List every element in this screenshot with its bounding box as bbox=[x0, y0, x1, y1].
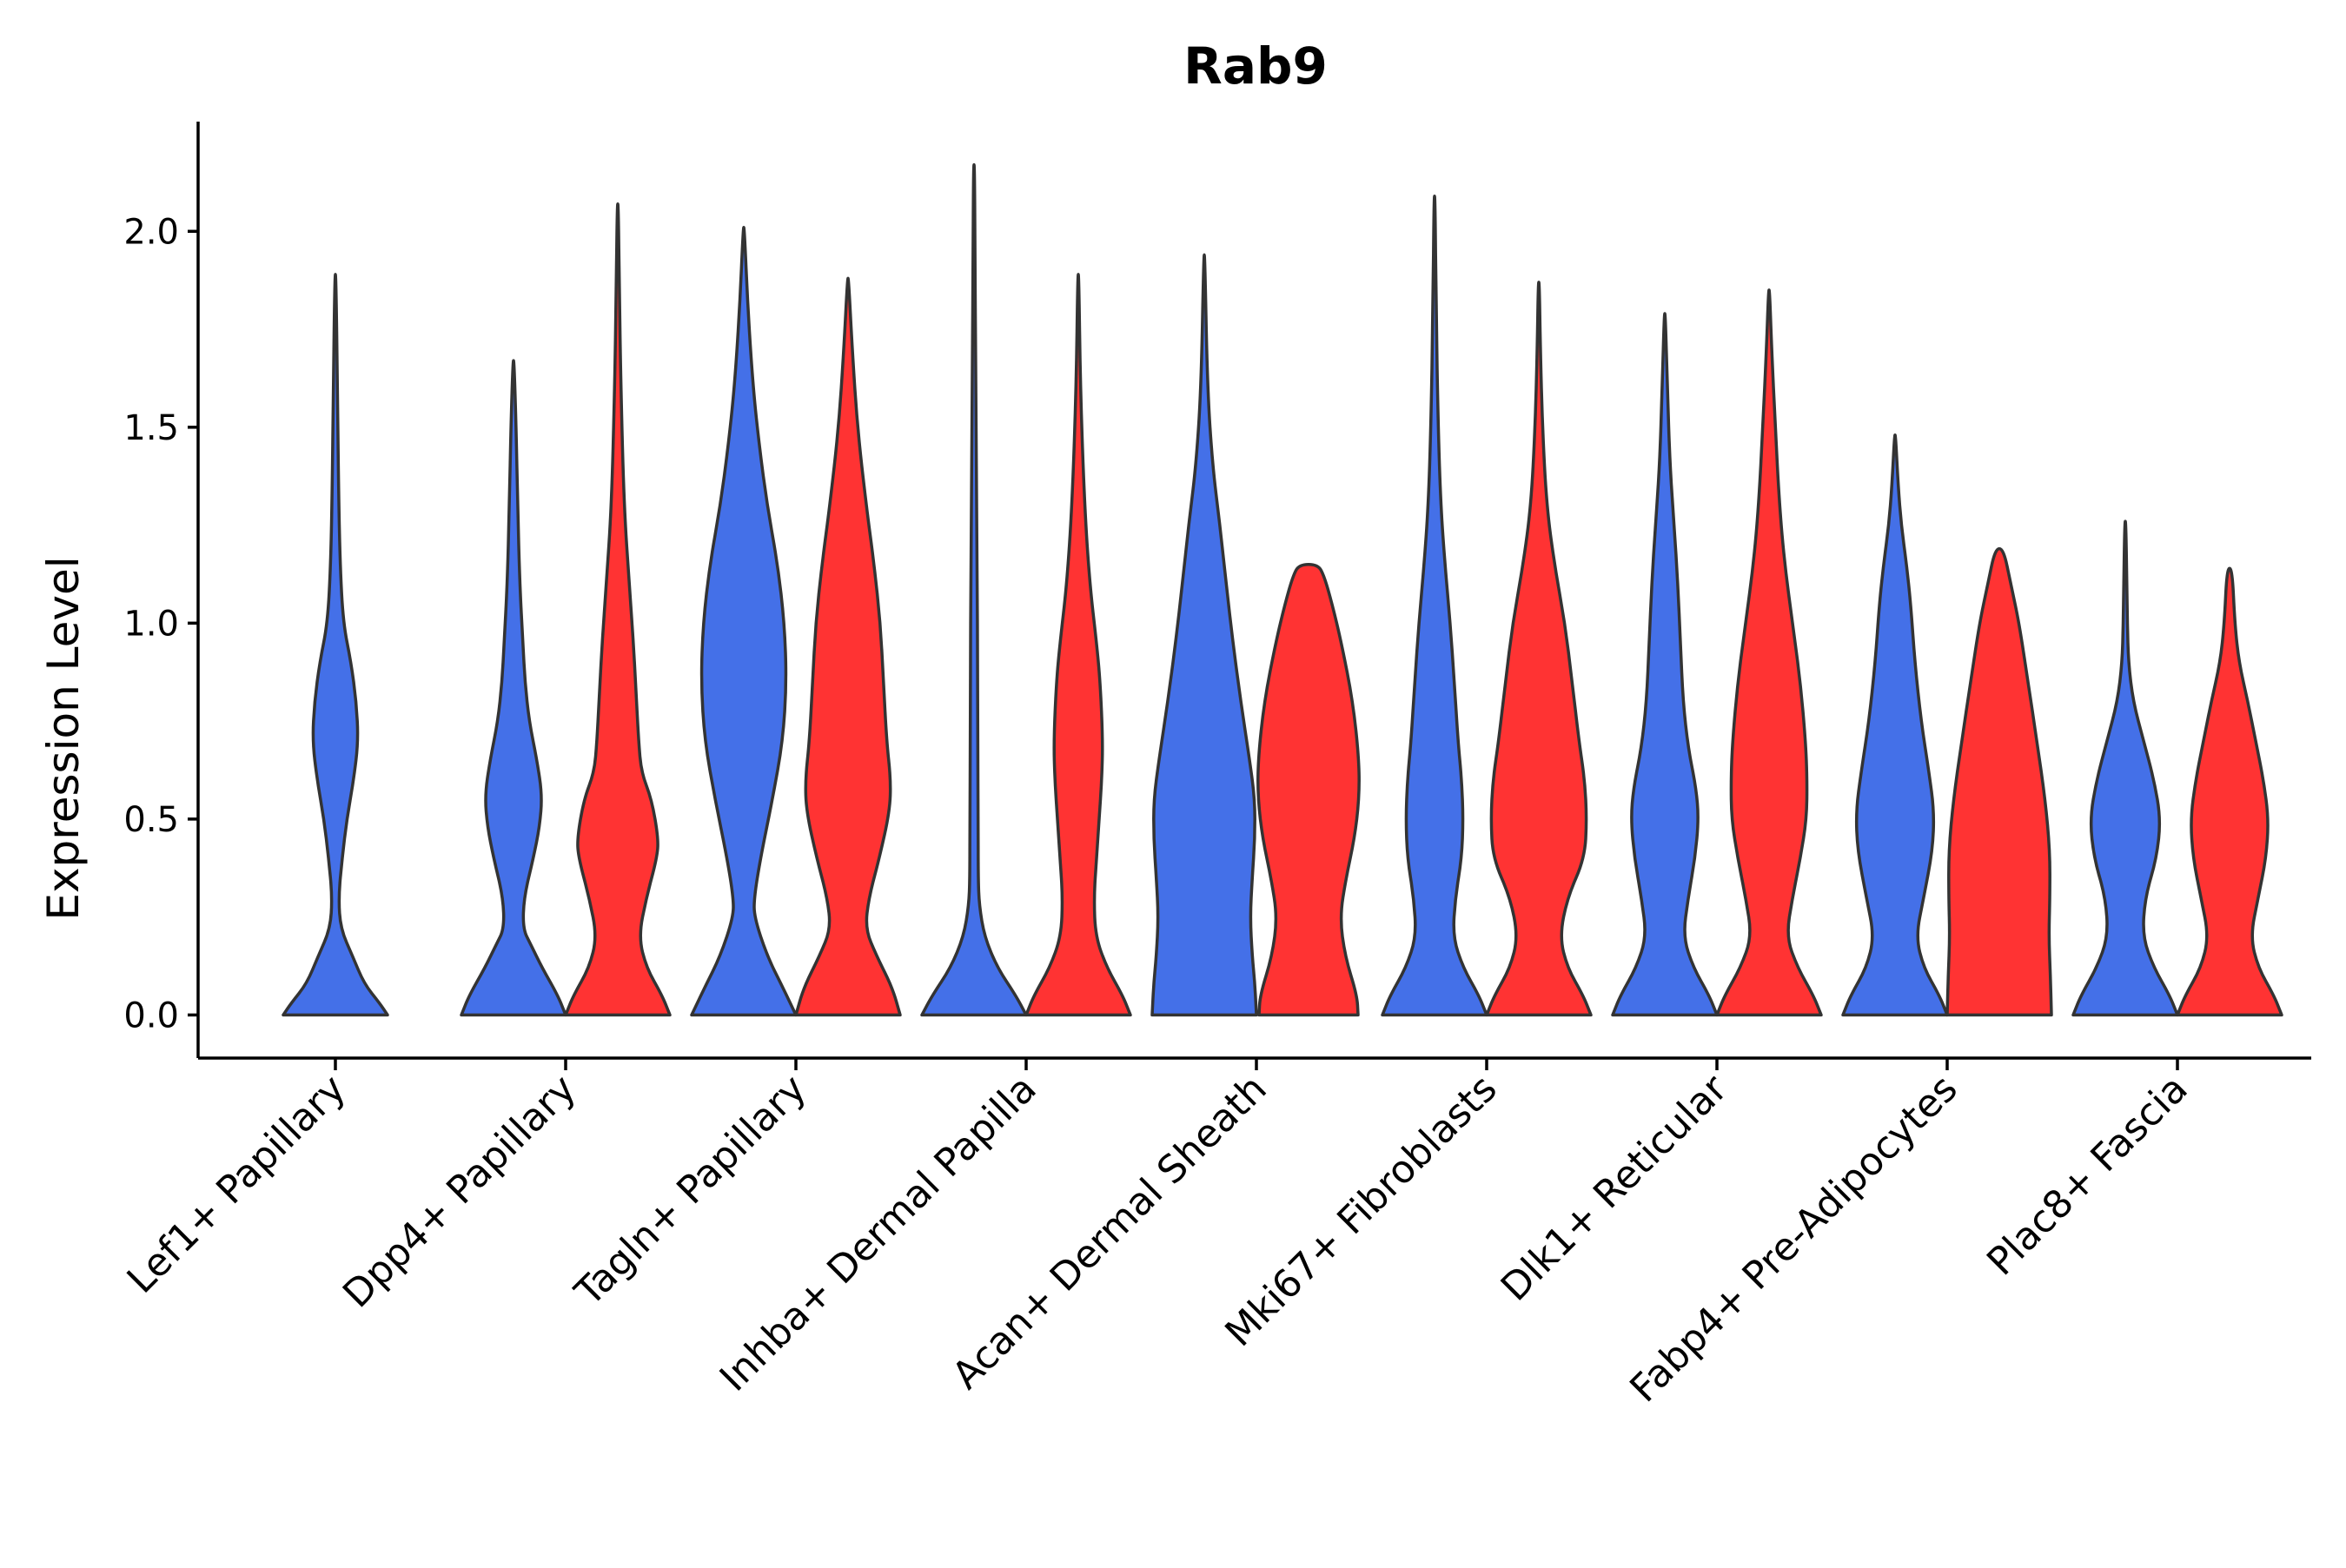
violin-plac8-fascia-group-2 bbox=[2176, 566, 2283, 1017]
violin-mki67-fibroblasts-group-2 bbox=[1485, 281, 1593, 1017]
violin-lef1-papillary-group-1 bbox=[282, 273, 389, 1017]
violins-layer bbox=[282, 162, 2283, 1017]
violin-dlk1-reticular-group-2 bbox=[1715, 288, 1823, 1017]
x-tick-label-dpp4-papillary: Dpp4+ Papillary bbox=[335, 1067, 585, 1317]
violin-inhba-dermal-papilla-group-2 bbox=[1024, 273, 1132, 1017]
violin-dpp4-papillary-group-2 bbox=[564, 202, 672, 1017]
violin-fabp4-pre-adipocytes-group-1 bbox=[1841, 433, 1949, 1017]
violin-inhba-dermal-papilla-group-1 bbox=[920, 162, 1028, 1017]
x-tick-label-lef1-papillary: Lef1+ Papillary bbox=[119, 1067, 355, 1302]
violin-dpp4-papillary-group-1 bbox=[460, 359, 567, 1017]
violin-mki67-fibroblasts-group-1 bbox=[1381, 194, 1488, 1017]
violin-tagln-papillary-group-1 bbox=[690, 226, 798, 1017]
violin-fabp4-pre-adipocytes-group-2 bbox=[1945, 546, 2053, 1017]
y-axis-label: Expression Level bbox=[38, 556, 89, 920]
violin-acan-dermal-sheath-group-1 bbox=[1150, 253, 1258, 1017]
y-tick-label: 0.5 bbox=[123, 800, 179, 840]
x-tick-label-tagln-papillary: Tagln+ Papillary bbox=[567, 1067, 815, 1315]
chart-title: Rab9 bbox=[1183, 36, 1328, 96]
y-tick-label: 1.5 bbox=[123, 408, 179, 448]
y-tick-label: 1.0 bbox=[123, 604, 179, 644]
violin-tagln-papillary-group-2 bbox=[794, 276, 902, 1017]
y-tick-label: 0.0 bbox=[123, 996, 179, 1035]
x-tick-label-plac8-fascia: Plac8+ Fascia bbox=[1978, 1067, 2197, 1285]
x-tick-label-dlk1-reticular: Dlk1+ Reticular bbox=[1493, 1066, 1737, 1310]
violin-dlk1-reticular-group-1 bbox=[1611, 312, 1719, 1017]
violin-plac8-fascia-group-1 bbox=[2071, 519, 2179, 1017]
y-tick-label: 2.0 bbox=[123, 212, 179, 252]
violin-acan-dermal-sheath-group-2 bbox=[1256, 562, 1361, 1017]
